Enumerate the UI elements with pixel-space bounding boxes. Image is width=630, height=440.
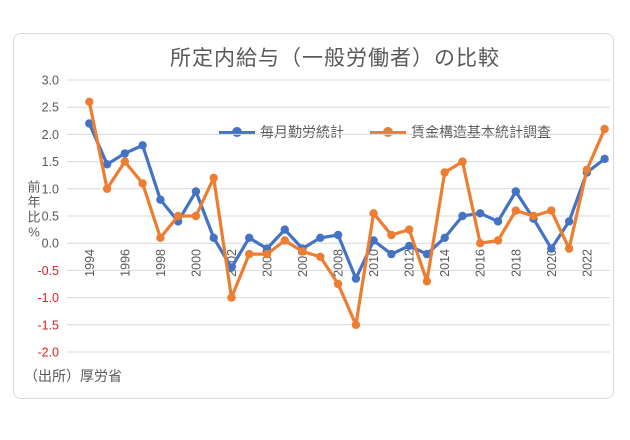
data-point-賃金構造基本統計調査 (351, 320, 361, 329)
y-tick-label: 0.5 (42, 210, 59, 224)
y-tick-label: -2.0 (37, 346, 59, 360)
y-axis-title-char: 比 (27, 210, 40, 225)
legend-item-maikin: 毎月勤労統計 (219, 122, 344, 142)
data-point-毎月勤労統計 (422, 249, 432, 259)
x-tick-label: 2008 (332, 249, 346, 277)
data-point-賃金構造基本統計調査 (173, 211, 183, 221)
data-point-毎月勤労統計 (564, 217, 574, 226)
data-point-賃金構造基本統計調査 (547, 206, 556, 215)
data-point-賃金構造基本統計調査 (280, 236, 289, 245)
data-point-賃金構造基本統計調査 (476, 239, 485, 248)
data-point-毎月勤労統計 (600, 154, 609, 164)
legend-dot-icon (232, 127, 242, 137)
data-point-毎月勤労統計 (440, 233, 449, 242)
x-tick-label: 2014 (438, 249, 452, 277)
data-point-賃金構造基本統計調査 (458, 157, 467, 166)
data-point-毎月勤労統計 (280, 225, 289, 234)
x-tick-label: 1996 (118, 249, 132, 277)
data-point-賃金構造基本統計調査 (582, 165, 592, 174)
x-tick-label: 2018 (509, 249, 523, 277)
y-axis-title-char: 年 (27, 195, 40, 210)
data-point-毎月勤労統計 (120, 149, 129, 158)
data-point-賃金構造基本統計調査 (227, 293, 236, 302)
data-point-賃金構造基本統計調査 (316, 252, 325, 261)
x-tick-label: 2012 (403, 249, 417, 277)
x-tick-label: 2000 (189, 249, 203, 277)
x-tick-label: 2010 (367, 249, 381, 277)
data-point-賃金構造基本統計調査 (298, 247, 307, 256)
data-point-毎月勤労統計 (191, 187, 201, 196)
y-tick-label: 3.0 (42, 74, 59, 88)
data-point-賃金構造基本統計調査 (102, 184, 112, 193)
x-tick-label: 2020 (545, 249, 559, 277)
data-point-賃金構造基本統計調査 (405, 225, 414, 234)
y-tick-label: -1.5 (37, 318, 59, 332)
data-point-賃金構造基本統計調査 (156, 233, 165, 242)
data-point-賃金構造基本統計調査 (564, 244, 574, 253)
data-point-毎月勤労統計 (458, 211, 467, 221)
data-point-賃金構造基本統計調査 (387, 230, 396, 240)
data-point-毎月勤労統計 (138, 141, 147, 150)
legend-label-maikin: 毎月勤労統計 (260, 124, 344, 140)
y-tick-label: 0.0 (42, 237, 59, 251)
data-point-賃金構造基本統計調査 (529, 211, 538, 221)
data-point-毎月勤労統計 (493, 217, 503, 226)
legend-dot-icon (383, 127, 393, 137)
legend-item-chinkou: 賃金構造基本統計調査 (370, 122, 551, 142)
data-point-賃金構造基本統計調査 (245, 249, 254, 259)
data-point-賃金構造基本統計調査 (85, 97, 94, 107)
data-point-毎月勤労統計 (351, 274, 361, 283)
data-point-賃金構造基本統計調査 (600, 124, 609, 134)
data-point-賃金構造基本統計調査 (493, 236, 503, 245)
chart-title: 所定内給与（一般労働者）の比較 (170, 47, 500, 70)
data-point-毎月勤労統計 (316, 233, 325, 242)
data-point-賃金構造基本統計調査 (191, 211, 201, 221)
data-point-毎月勤労統計 (476, 209, 485, 218)
y-tick-label: -1.0 (37, 291, 59, 305)
data-point-毎月勤労統計 (209, 233, 218, 242)
x-tick-label: 2016 (474, 249, 488, 277)
data-point-毎月勤労統計 (102, 160, 112, 169)
legend: 毎月勤労統計 賃金構造基本統計調査 (219, 122, 551, 142)
series-line-賃金構造基本統計調査 (87, 100, 607, 327)
data-point-賃金構造基本統計調査 (120, 157, 129, 166)
x-tick-label: 1994 (83, 249, 97, 277)
data-point-毎月勤労統計 (245, 233, 254, 242)
data-point-毎月勤労統計 (387, 249, 396, 259)
data-point-賃金構造基本統計調査 (511, 206, 520, 215)
x-tick-label: 1998 (154, 249, 168, 277)
data-point-毎月勤労統計 (227, 263, 236, 272)
data-point-毎月勤労統計 (405, 241, 414, 251)
data-point-毎月勤労統計 (511, 187, 520, 196)
y-axis-title-char: 前 (27, 180, 40, 195)
data-point-毎月勤労統計 (85, 119, 94, 128)
x-tick-label: 2006 (296, 249, 310, 277)
y-tick-label: 1.0 (42, 182, 59, 196)
data-point-毎月勤労統計 (156, 195, 165, 204)
data-point-賃金構造基本統計調査 (209, 173, 218, 183)
data-point-賃金構造基本統計調査 (369, 209, 378, 218)
data-point-毎月勤労統計 (333, 230, 343, 240)
data-point-賃金構造基本統計調査 (262, 249, 272, 259)
y-tick-label: -0.5 (37, 264, 59, 278)
y-tick-label: 1.5 (42, 155, 59, 169)
source-note: （出所）厚労省 (24, 368, 122, 384)
data-point-毎月勤労統計 (369, 236, 378, 245)
legend-line-dot-icon (219, 127, 255, 137)
data-point-賃金構造基本統計調査 (138, 179, 147, 188)
legend-label-chinkou: 賃金構造基本統計調査 (411, 124, 551, 140)
data-point-賃金構造基本統計調査 (333, 279, 343, 289)
legend-line-dot-icon (370, 127, 406, 137)
data-point-毎月勤労統計 (547, 244, 556, 253)
x-tick-label: 2022 (580, 249, 594, 277)
y-tick-label: 2.0 (42, 128, 59, 142)
y-axis-title-char: % (28, 225, 40, 240)
y-tick-label: 2.5 (42, 101, 59, 115)
data-point-賃金構造基本統計調査 (422, 277, 432, 286)
data-point-賃金構造基本統計調査 (440, 168, 449, 177)
